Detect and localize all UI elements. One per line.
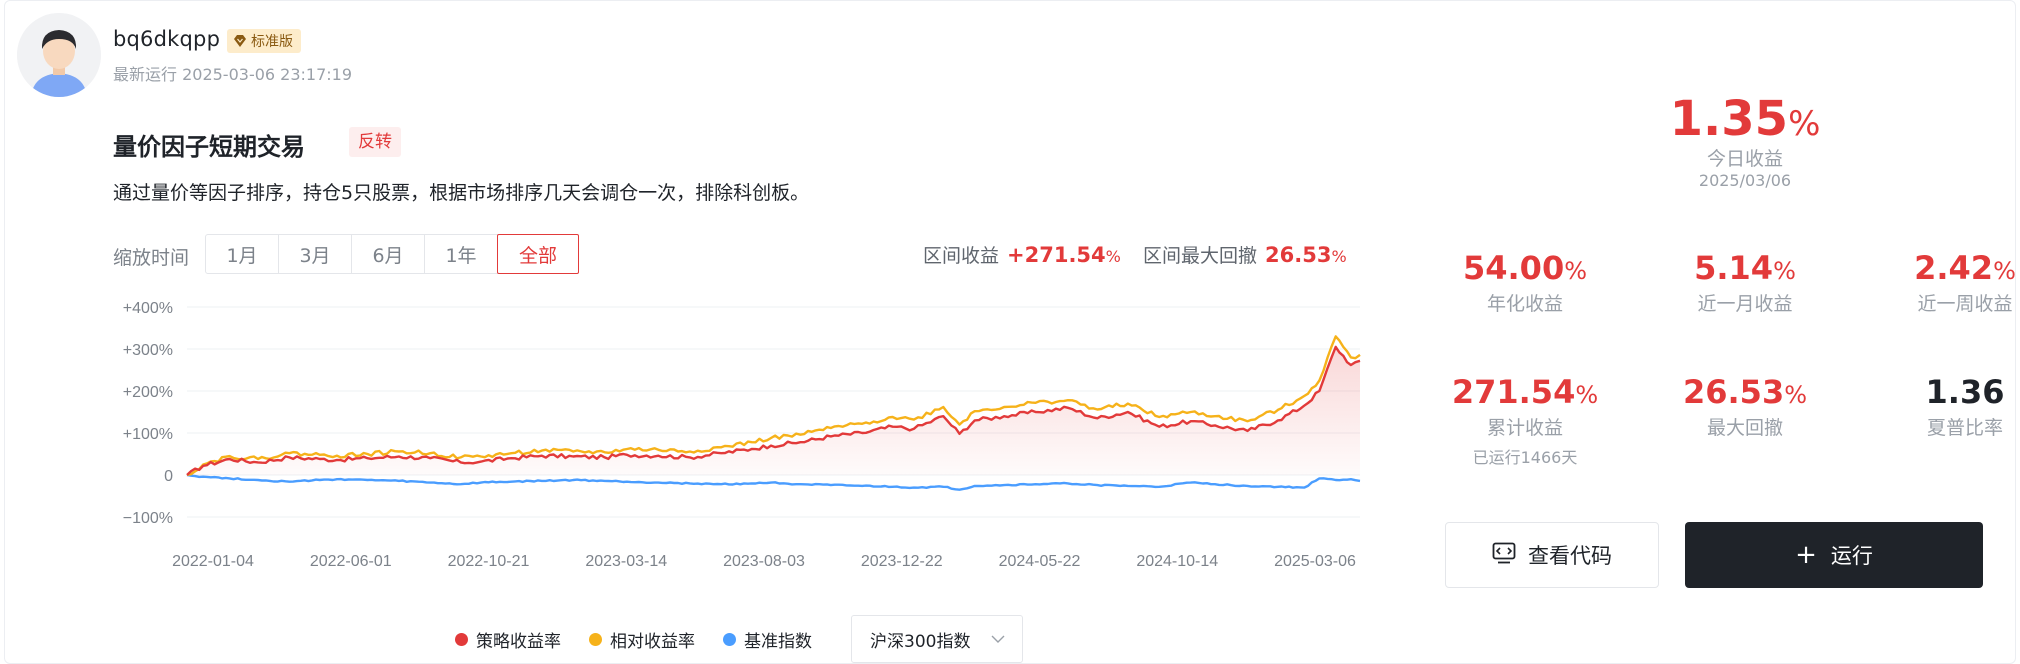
run-label: 运行 [1830, 544, 1873, 568]
strategy-card: bq6dkqpp 标准版 最新运行 2025-03-06 23:17:19 量价… [4, 0, 2016, 664]
metric-annual-label: 年化收益 [1486, 293, 1563, 315]
x-tick-label: 2022-10-21 [448, 553, 530, 570]
chevron-down-icon [990, 631, 1006, 652]
metric-month-value: 5.14% [1694, 249, 1796, 287]
strategy-area [187, 346, 1360, 475]
range-max-drawdown-value: 26.53% [1265, 243, 1347, 267]
plan-badge-label: 标准版 [251, 34, 293, 50]
legend-strategy-label: 策略收益率 [476, 631, 561, 652]
metric-week-value: 2.42% [1914, 249, 2016, 287]
y-tick-label: 0 [164, 468, 173, 485]
zoom-3m-button[interactable]: 3月 [279, 235, 352, 273]
benchmark-select[interactable]: 沪深300指数 [851, 615, 1023, 663]
legend-benchmark[interactable]: 基准指数 [723, 627, 812, 652]
x-tick-label: 2023-03-14 [585, 553, 667, 570]
benchmark-line [186, 473, 1361, 491]
x-tick-label: 2023-08-03 [723, 553, 805, 570]
metric-week: 2.42% 近一周收益 [1865, 249, 2020, 316]
y-tick-label: +100% [123, 426, 173, 443]
metric-week-label: 近一周收益 [1917, 293, 2013, 315]
x-tick-label: 2024-05-22 [999, 553, 1081, 570]
zoom-6m-button[interactable]: 6月 [352, 235, 425, 273]
metric-max-drawdown-label: 最大回撤 [1706, 417, 1783, 439]
view-code-label: 查看代码 [1528, 544, 1612, 568]
strategy-description: 通过量价等因子排序，持仓5只股票，根据市场排序几天会调仓一次，排除科创板。 [113, 182, 810, 204]
zoom-1y-button[interactable]: 1年 [425, 235, 498, 273]
metric-sharpe-label: 夏普比率 [1926, 417, 2003, 439]
username[interactable]: bq6dkqpp [113, 27, 221, 51]
zoom-all-button[interactable]: 全部 [497, 234, 579, 274]
legend-relative-label: 相对收益率 [610, 631, 695, 652]
metric-cumulative-label: 累计收益 [1486, 417, 1563, 439]
metric-annual: 54.00% 年化收益 [1425, 249, 1625, 316]
metric-month-label: 近一月收益 [1697, 293, 1793, 315]
metric-annual-value: 54.00% [1462, 249, 1588, 287]
range-return-label: 区间收益 [923, 245, 1000, 267]
metric-sharpe-value: 1.36 [1925, 373, 2005, 411]
y-tick-label: +300% [123, 342, 173, 359]
metric-max-drawdown: 26.53% 最大回撤 [1645, 373, 1845, 440]
legend-benchmark-dot [723, 632, 736, 646]
last-run-time: 最新运行 2025-03-06 23:17:19 [113, 65, 353, 84]
relative-return-line [186, 335, 1361, 477]
zoom-1m-button[interactable]: 1月 [206, 235, 279, 273]
y-tick-label: −100% [123, 510, 173, 527]
today-return-value: 1.35% [1669, 91, 1821, 147]
x-tick-label: 2022-01-04 [172, 553, 254, 570]
metric-sharpe: 1.36 夏普比率 [1865, 373, 2020, 440]
range-return: 区间收益 +271.54% [923, 241, 1121, 268]
zoom-label: 缩放时间 [113, 247, 190, 269]
strategy-tag: 反转 [349, 127, 401, 157]
range-max-drawdown: 区间最大回撤 26.53% [1143, 241, 1347, 268]
zoom-button-group: 1月 3月 6月 1年 全部 [205, 234, 579, 274]
code-icon [1492, 542, 1516, 569]
run-button[interactable]: + 运行 [1685, 522, 1983, 588]
metric-month: 5.14% 近一月收益 [1645, 249, 1845, 316]
benchmark-select-value: 沪深300指数 [870, 631, 971, 652]
metric-cumulative: 271.54% 累计收益 已运行1466天 [1425, 373, 1625, 468]
y-tick-label: +200% [123, 384, 173, 401]
x-tick-label: 2024-10-14 [1136, 553, 1218, 570]
strategy-title: 量价因子短期交易 [113, 133, 305, 161]
x-tick-label: 2023-12-22 [861, 553, 943, 570]
avatar[interactable] [17, 13, 101, 97]
legend-relative[interactable]: 相对收益率 [589, 627, 695, 652]
chart-legend: 策略收益率 相对收益率 基准指数 [455, 615, 812, 663]
metric-running-days: 已运行1466天 [1472, 448, 1578, 467]
legend-relative-dot [589, 632, 602, 646]
y-tick-label: +400% [123, 300, 173, 317]
range-return-value: +271.54% [1007, 243, 1121, 267]
today-return-date: 2025/03/06 [1698, 171, 1792, 190]
range-max-drawdown-label: 区间最大回撤 [1143, 245, 1258, 267]
x-tick-label: 2022-06-01 [310, 553, 392, 570]
metric-cumulative-value: 271.54% [1451, 373, 1599, 411]
legend-strategy[interactable]: 策略收益率 [455, 627, 561, 652]
x-tick-label: 2025-03-06 [1274, 553, 1356, 570]
strategy-return-line [186, 345, 1361, 476]
today-return-label: 今日收益 [1706, 148, 1783, 170]
metric-max-drawdown-value: 26.53% [1682, 373, 1808, 411]
plan-badge: 标准版 [227, 29, 301, 53]
returns-chart[interactable]: +400% +300% +200% +100% 0 −100% 2022-01-04 2022… [105, 291, 1385, 601]
legend-strategy-dot [455, 632, 468, 646]
diamond-icon [233, 35, 247, 47]
view-code-button[interactable]: 查看代码 [1445, 522, 1659, 588]
plus-icon: + [1795, 540, 1817, 570]
legend-benchmark-label: 基准指数 [744, 631, 812, 652]
